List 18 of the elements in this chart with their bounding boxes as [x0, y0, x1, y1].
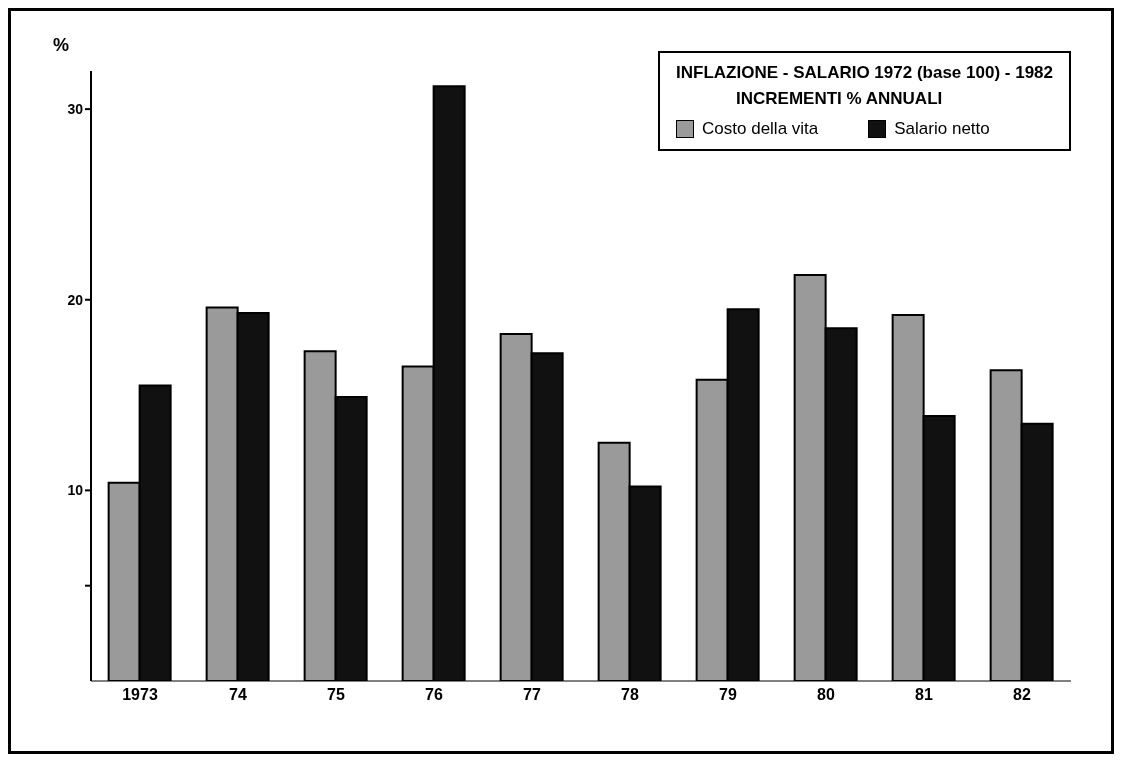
y-tick-label: 20	[67, 291, 84, 308]
x-tick-label: 81	[915, 686, 933, 704]
x-tick-label: 77	[523, 686, 541, 704]
text: INCREMENTI % ANNUALI	[736, 89, 944, 109]
x-tick-label: 1973	[122, 686, 158, 704]
chart-title: INFLAZIONE - SALARIO 1972 (base 100) - 1982	[676, 63, 1053, 83]
x-tick-label: 82	[1013, 686, 1031, 704]
legend-label: Costo della vita	[702, 119, 819, 139]
y-tick-label: 10	[67, 482, 84, 499]
x-tick-label: 75	[327, 686, 345, 704]
legend-label: Salario netto	[894, 119, 990, 139]
x-tick-label: 74	[229, 686, 247, 704]
x-tick-label: 79	[719, 686, 737, 704]
x-tick-label: 78	[621, 686, 639, 704]
y-tick-label: 30	[67, 101, 84, 118]
y-axis-title: %	[52, 35, 70, 55]
x-tick-label: 80	[817, 686, 835, 704]
x-tick-label: 76	[425, 686, 443, 704]
